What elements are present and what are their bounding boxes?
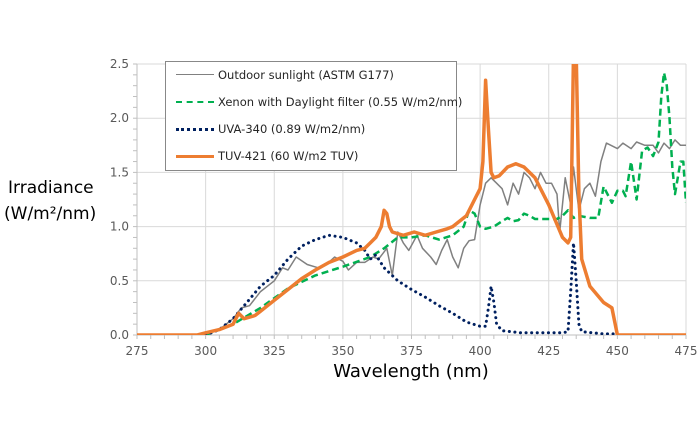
legend-swatch xyxy=(176,152,214,160)
y-axis-title-line1: Irradiance xyxy=(8,178,94,198)
legend-label: TUV-421 (60 W/m2 TUV) xyxy=(218,149,359,163)
y-tick-label: 2.0 xyxy=(110,111,129,125)
x-tick-label: 375 xyxy=(400,344,423,358)
legend: Outdoor sunlight (ASTM G177) Xenon with … xyxy=(165,61,462,171)
legend-item-uva340: UVA-340 (0.89 W/m2/nm) xyxy=(166,122,365,136)
legend-item-sunlight: Outdoor sunlight (ASTM G177) xyxy=(166,68,394,82)
legend-swatch xyxy=(176,98,214,106)
y-axis-title-line2: (W/m²/nm) xyxy=(4,204,97,224)
legend-label: Outdoor sunlight (ASTM G177) xyxy=(218,68,394,82)
series-lines xyxy=(137,64,686,335)
x-tick-label: 475 xyxy=(675,344,698,358)
x-tick-label: 450 xyxy=(606,344,629,358)
x-tick-label: 300 xyxy=(194,344,217,358)
y-tick-label: 2.5 xyxy=(110,57,129,71)
axes: 275 300 325 350 375 400 425 450 475 0.0 0.5 1.0 1.5 2… xyxy=(110,57,698,358)
legend-swatch xyxy=(176,125,214,133)
y-tick-label: 0.5 xyxy=(110,274,129,288)
x-axis-title: Wavelength (nm) xyxy=(333,361,489,382)
series-line-2 xyxy=(205,71,686,335)
legend-item-tuv421: TUV-421 (60 W/m2 TUV) xyxy=(166,149,358,163)
legend-swatch xyxy=(176,71,214,79)
x-tick-label: 275 xyxy=(126,344,149,358)
series-line-4 xyxy=(137,64,686,335)
y-tick-label: 1.0 xyxy=(110,220,129,234)
legend-label: Xenon with Daylight filter (0.55 W/m2/nm… xyxy=(218,95,463,109)
legend-label: UVA-340 (0.89 W/m2/nm) xyxy=(218,122,366,136)
y-tick-label: 0.0 xyxy=(110,328,129,342)
y-tick-label: 1.5 xyxy=(110,165,129,179)
legend-item-xenon: Xenon with Daylight filter (0.55 W/m2/nm… xyxy=(166,95,462,109)
x-tick-label: 400 xyxy=(469,344,492,358)
x-tick-label: 425 xyxy=(537,344,560,358)
series-line-3 xyxy=(204,233,619,335)
x-tick-label: 350 xyxy=(331,344,354,358)
x-tick-label: 325 xyxy=(263,344,286,358)
